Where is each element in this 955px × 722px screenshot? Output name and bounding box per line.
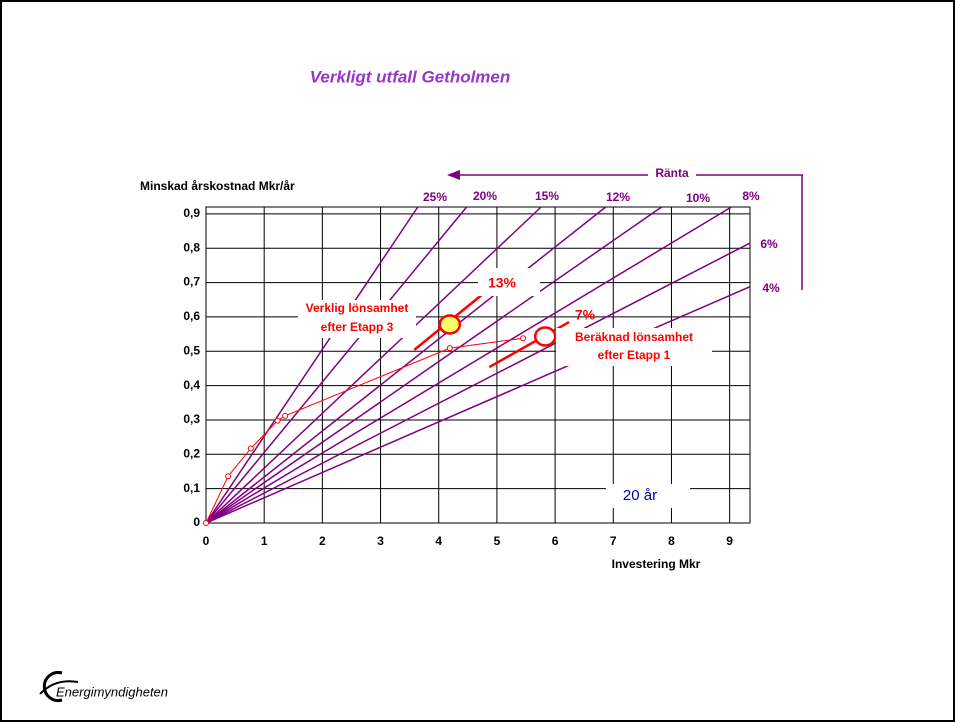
annotation: Beräknad lönsamhet xyxy=(575,330,693,344)
rate-line xyxy=(205,206,419,524)
rate-line xyxy=(205,242,751,524)
x-axis-label: Investering Mkr xyxy=(612,557,701,571)
y-tick-label: 0,2 xyxy=(183,446,200,460)
y-tick-label: 0,8 xyxy=(183,240,200,254)
rate-label: 25% xyxy=(423,190,447,204)
curve-point xyxy=(247,445,254,452)
logo: Energimyndigheten xyxy=(39,671,168,702)
x-tick-label: 2 xyxy=(319,534,326,548)
y-tick-label: 0,9 xyxy=(183,206,200,220)
annotation-box xyxy=(606,484,690,508)
chart-title: Verkligt utfall Getholmen xyxy=(310,67,511,86)
rate-title: Ränta xyxy=(655,166,689,180)
rate-label: 4% xyxy=(762,281,780,295)
rate-label: 10% xyxy=(686,191,710,205)
x-tick-label: 5 xyxy=(494,534,501,548)
curve-point xyxy=(520,335,527,342)
y-tick-label: 0 xyxy=(193,515,200,529)
rate-line xyxy=(205,206,542,524)
period-label: 20 år xyxy=(623,487,657,504)
y-tick-label: 0,4 xyxy=(183,378,200,392)
rate-label: 6% xyxy=(760,237,778,251)
annotation-box xyxy=(556,328,712,366)
annotation: Verklig lönsamhet xyxy=(306,301,409,315)
x-tick-label: 0 xyxy=(203,534,210,548)
x-tick-label: 9 xyxy=(726,534,733,548)
curve-point xyxy=(203,520,209,526)
logo-text: Energimyndigheten xyxy=(56,684,168,699)
y-tick-label: 0,7 xyxy=(183,275,200,289)
y-tick-label: 0,3 xyxy=(183,412,200,426)
curve-point xyxy=(225,473,232,480)
curve-point xyxy=(274,417,281,424)
annotation-box xyxy=(478,268,540,296)
rate-label: 12% xyxy=(606,190,630,204)
annotation: 13% xyxy=(488,275,517,291)
rate-line xyxy=(205,206,468,524)
x-tick-label: 3 xyxy=(377,534,384,548)
annotation: efter Etapp 1 xyxy=(598,348,671,362)
highlight-marker xyxy=(438,314,462,335)
rate-arrow-head xyxy=(447,170,460,180)
y-axis-label: Minskad årskostnad Mkr/år xyxy=(140,179,295,193)
x-tick-label: 7 xyxy=(610,534,617,548)
curve-point xyxy=(446,345,453,352)
x-tick-label: 1 xyxy=(261,534,268,548)
x-tick-label: 6 xyxy=(552,534,559,548)
x-tick-label: 8 xyxy=(668,534,675,548)
rate-line xyxy=(205,285,751,524)
x-tick-label: 4 xyxy=(435,534,442,548)
rate-label: 20% xyxy=(473,189,497,203)
rate-label: 8% xyxy=(742,189,760,203)
y-tick-label: 0,6 xyxy=(183,309,200,323)
annotation-box xyxy=(298,300,416,338)
rate-line xyxy=(205,206,732,524)
y-tick-label: 0,1 xyxy=(183,481,200,495)
curve-point xyxy=(282,412,289,419)
highlight-line xyxy=(488,320,570,369)
rate-line xyxy=(205,206,607,524)
y-tick-label: 0,5 xyxy=(183,343,200,357)
rate-line xyxy=(205,206,662,524)
rate-label: 15% xyxy=(535,189,559,203)
annotation: efter Etapp 3 xyxy=(321,320,394,334)
annotation: 7% xyxy=(575,307,596,323)
annotation-box xyxy=(648,166,696,182)
highlight-marker xyxy=(533,326,557,347)
